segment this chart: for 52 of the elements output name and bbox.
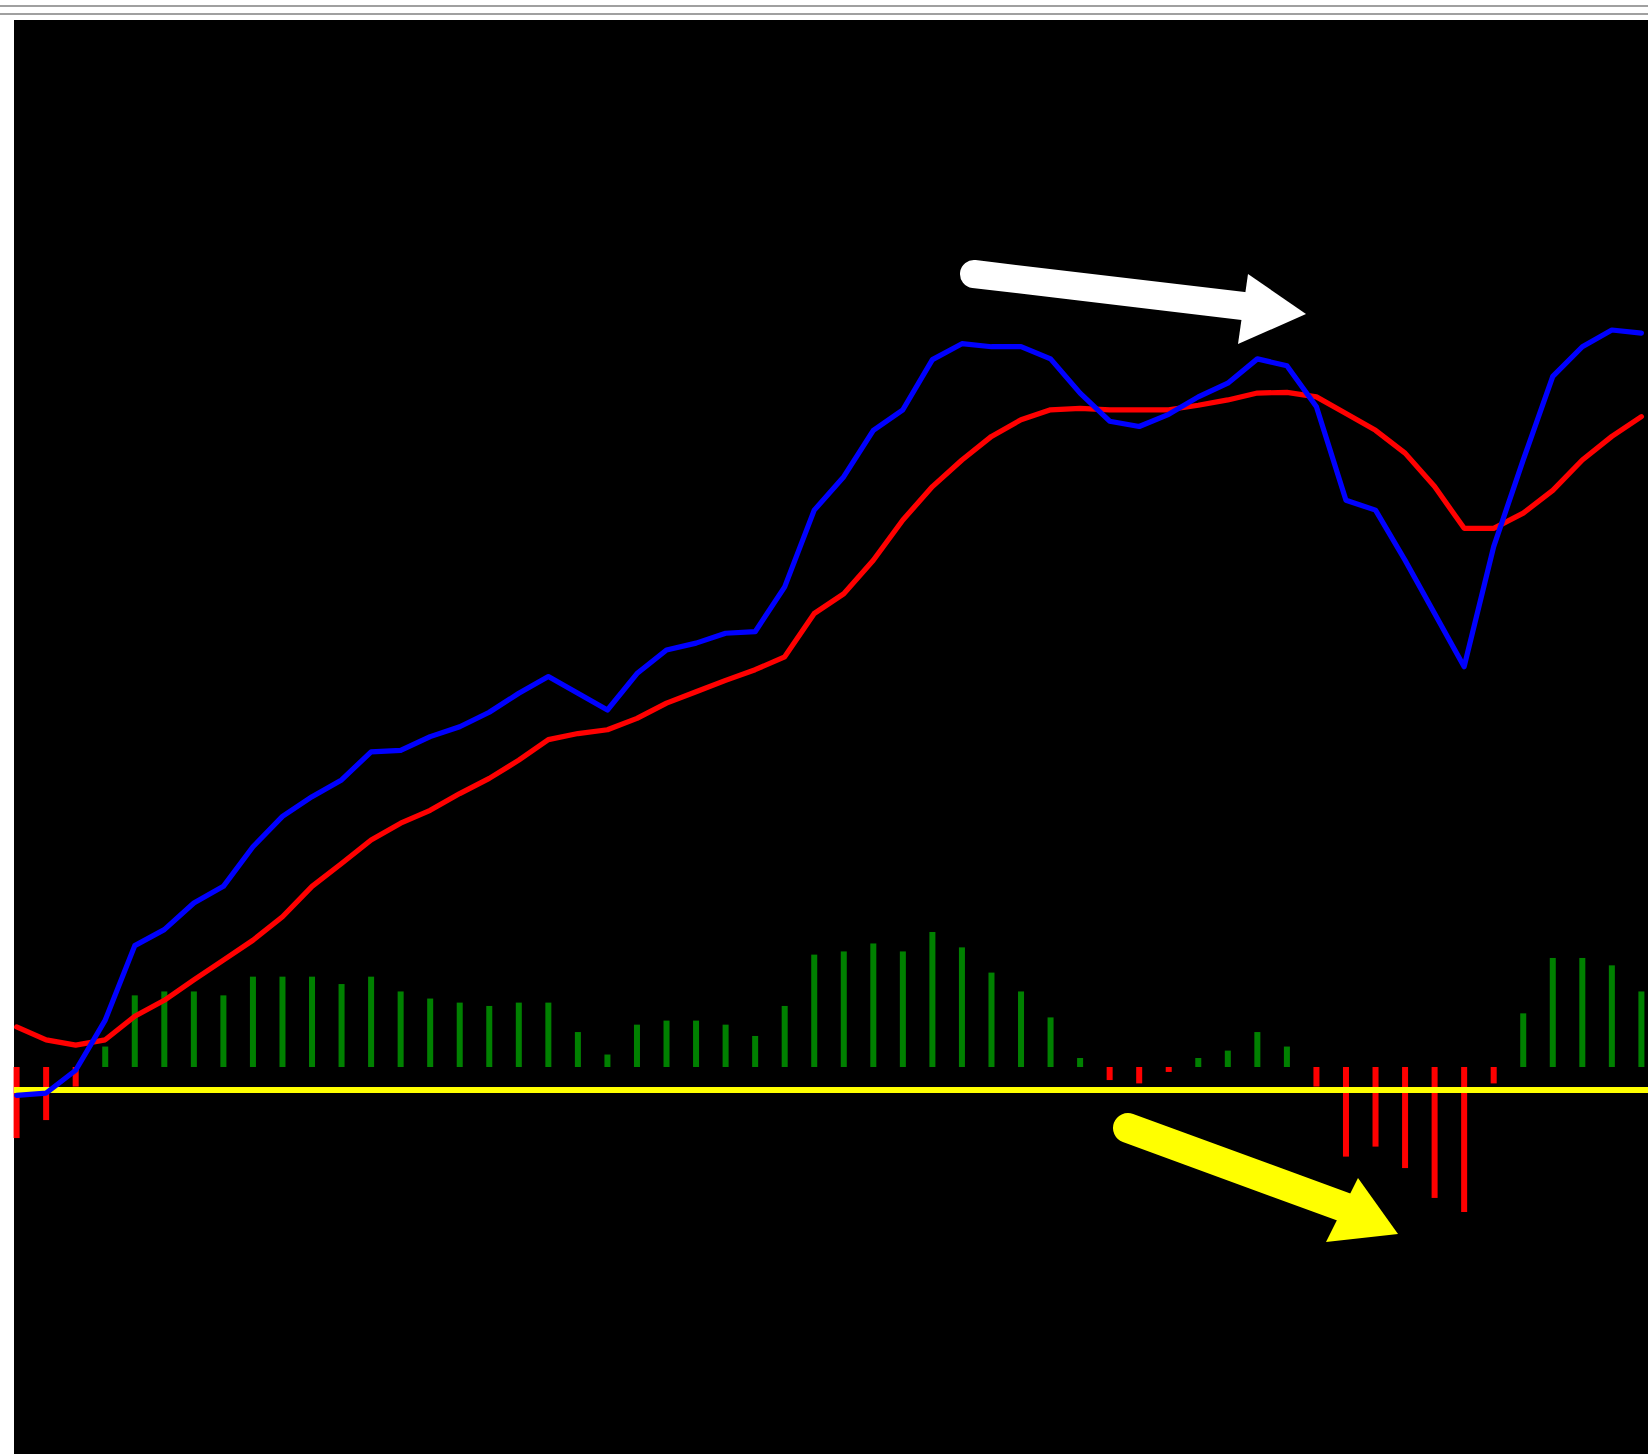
- bar: [515, 1002, 522, 1067]
- bar: [309, 976, 316, 1067]
- bar: [1254, 1032, 1261, 1067]
- bar: [1461, 1067, 1468, 1212]
- bar: [397, 991, 404, 1067]
- bar: [633, 1024, 640, 1067]
- bar: [1224, 1050, 1231, 1067]
- bar: [604, 1054, 611, 1067]
- bar: [1195, 1058, 1202, 1067]
- bar: [1608, 965, 1615, 1067]
- bar: [1372, 1067, 1379, 1147]
- bar: [1490, 1067, 1497, 1084]
- bar: [1638, 991, 1645, 1067]
- bar: [1077, 1058, 1084, 1067]
- bar: [190, 991, 197, 1067]
- bar: [1402, 1067, 1409, 1169]
- bar: [929, 932, 936, 1067]
- bar: [870, 943, 877, 1067]
- bar: [574, 1032, 581, 1067]
- bar: [338, 984, 345, 1067]
- bar: [456, 1002, 463, 1067]
- bar: [161, 991, 168, 1067]
- bar: [781, 1005, 788, 1067]
- bar: [220, 995, 227, 1067]
- bar: [988, 972, 995, 1067]
- bar: [1342, 1067, 1349, 1157]
- bar: [693, 1020, 700, 1067]
- bar: [1549, 957, 1556, 1067]
- bar: [1136, 1067, 1143, 1084]
- bar: [1283, 1046, 1290, 1067]
- bar: [840, 951, 847, 1067]
- bar: [1431, 1067, 1438, 1198]
- bar: [663, 1020, 670, 1067]
- bar: [545, 1002, 552, 1067]
- bar: [131, 995, 138, 1067]
- bar: [899, 951, 906, 1067]
- bar: [102, 1046, 109, 1067]
- bar: [1313, 1067, 1320, 1087]
- bar: [1579, 957, 1586, 1067]
- bar: [486, 1005, 493, 1067]
- bar: [1047, 1017, 1054, 1067]
- bar: [1018, 991, 1025, 1067]
- bar: [958, 947, 965, 1067]
- bar: [811, 954, 818, 1067]
- bar: [249, 976, 256, 1067]
- bar: [752, 1035, 759, 1067]
- bar: [368, 976, 375, 1067]
- bar: [427, 998, 434, 1067]
- bar: [1520, 1013, 1527, 1067]
- bar: [279, 976, 286, 1067]
- bar: [1106, 1067, 1113, 1081]
- bar: [722, 1024, 729, 1067]
